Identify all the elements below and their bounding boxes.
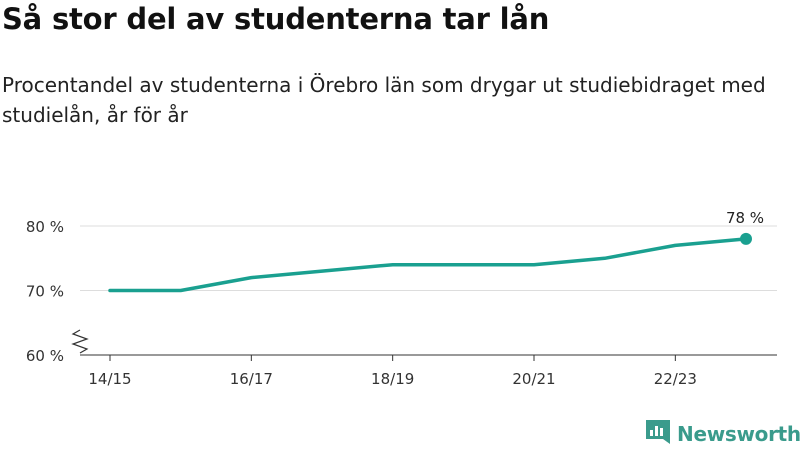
series-line	[108, 237, 748, 293]
bar-chart-logo-icon	[645, 419, 671, 449]
x-tick-label-16-17: 16/17	[230, 370, 273, 388]
chart-subtitle: Procentandel av studenterna i Örebro län…	[2, 73, 766, 127]
x-tick-label-20-21: 20/21	[512, 370, 555, 388]
last-point-label: 78 %	[726, 209, 764, 227]
brand-name: Newsworthy	[677, 422, 800, 446]
y-tick-label-80: 80 %	[26, 218, 64, 236]
y-tick-label-70: 70 %	[26, 283, 64, 301]
last-point-marker	[740, 232, 752, 245]
x-tick-label-14-15: 14/15	[88, 370, 131, 388]
x-tick-label-22-23: 22/23	[654, 370, 697, 388]
chart-title: Så stor del av studenterna tar lån	[2, 2, 550, 36]
y-tick-label-60: 60 %	[26, 347, 64, 365]
line-chart: 60 % 70 % 80 % 14/15 16/17 18/19 20/21 22/23 78 …	[26, 209, 777, 388]
axis-break-icon	[71, 329, 89, 354]
x-tick-label-18-19: 18/19	[371, 370, 414, 388]
brand-logo: Newsworthy	[645, 420, 800, 448]
